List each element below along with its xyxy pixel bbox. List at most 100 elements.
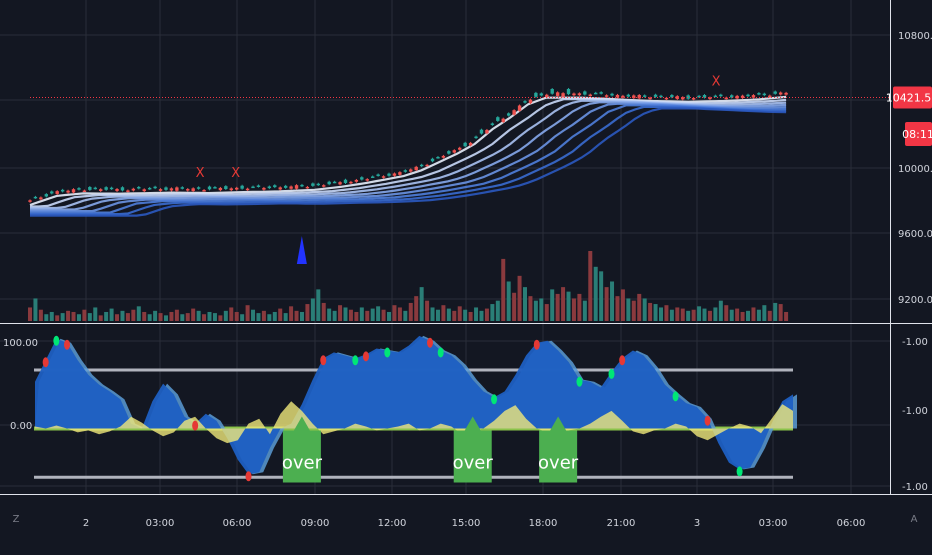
volume-bar: [599, 271, 604, 321]
sell-dot: [192, 420, 199, 431]
moving-average-ribbon: [29, 95, 787, 217]
over-label-shape: [539, 416, 578, 483]
volume-bar: [115, 314, 120, 321]
buy-dot: [736, 466, 743, 477]
sell-marker: X: [712, 75, 721, 90]
candle-body: [365, 179, 369, 181]
ma-line-6: [30, 104, 787, 214]
volume-bar: [767, 310, 772, 321]
time-tick-label: 06:00: [837, 518, 866, 529]
candle-body: [332, 181, 337, 184]
osc-tick-label: -1.00: [902, 406, 928, 417]
candle-body: [224, 186, 228, 189]
candle-body: [681, 97, 685, 100]
sell-dot: [533, 339, 540, 350]
volume-bar: [381, 309, 386, 321]
candle-body: [376, 174, 380, 176]
candle-body: [316, 183, 320, 186]
volume-bar: [212, 313, 217, 321]
zoom-reset-button[interactable]: Z: [12, 514, 20, 525]
candle-body: [164, 187, 168, 190]
candle-body: [218, 187, 223, 191]
candle-body: [126, 190, 130, 192]
candle-body: [66, 190, 70, 193]
candle-body: [196, 187, 201, 189]
candle-body: [474, 136, 478, 139]
candle-body: [39, 197, 43, 200]
candle-body: [561, 93, 565, 97]
candle-body: [327, 181, 331, 185]
volume-bar: [778, 304, 783, 321]
candle-body: [50, 191, 54, 194]
buy-dot: [576, 376, 583, 387]
volume-bar: [354, 311, 359, 321]
volume-bar: [272, 311, 277, 321]
volume-bar: [158, 313, 163, 321]
volume-bar: [359, 307, 364, 321]
candle-body: [191, 188, 195, 192]
candle-body: [555, 92, 560, 96]
candle-body: [33, 196, 38, 199]
volume-bar: [240, 314, 245, 321]
sell-dot: [245, 471, 252, 482]
candle-body: [381, 176, 386, 178]
candle-body: [294, 185, 299, 189]
buy-dot: [352, 355, 359, 366]
candle-body: [523, 101, 527, 103]
volume-bar: [387, 311, 392, 321]
volume-bar: [675, 307, 680, 321]
candle-body: [528, 99, 533, 104]
price-pane[interactable]: X X X: [28, 75, 890, 321]
candle-body: [349, 181, 353, 184]
volume-bar: [163, 315, 168, 321]
current-price-text: 10421.50: [886, 91, 932, 104]
volume-bar: [441, 305, 446, 321]
candle-body: [267, 186, 272, 189]
candle-body: [213, 187, 217, 189]
candle-body: [730, 95, 734, 98]
candle-body: [28, 200, 32, 202]
volume-bar: [762, 305, 767, 321]
candle-body: [463, 142, 467, 147]
candle-body: [403, 170, 408, 172]
candlestick-series: [28, 87, 788, 203]
oscillator-pane[interactable]: over over over: [34, 335, 797, 483]
volume-bar: [517, 275, 522, 321]
candle-body: [88, 187, 92, 190]
volume-bar: [348, 309, 353, 321]
candle-body: [158, 189, 163, 191]
time-axis[interactable]: 2 03:00 06:00 09:00 12:00 15:00 18:00 21:00 3 03:…: [83, 518, 866, 529]
candle-body: [436, 156, 440, 159]
candle-body: [534, 92, 538, 97]
oscillator-signal-dots: [42, 335, 743, 482]
volume-bar: [702, 308, 707, 321]
candle-body: [626, 94, 631, 97]
candle-body: [289, 186, 293, 189]
candle-body: [447, 151, 451, 154]
volume-bar: [93, 307, 98, 321]
over-labels: over over over: [282, 416, 579, 483]
candle-body: [740, 95, 745, 99]
candle-body: [506, 113, 511, 116]
volume-bar: [218, 315, 223, 321]
volume-bar: [174, 309, 179, 321]
oscillator-axis[interactable]: 100.00 0.00 -1.00 -1.00 -1.00: [3, 337, 928, 493]
candle-body: [262, 187, 266, 190]
candle-body: [702, 95, 707, 98]
buy-dot: [384, 347, 391, 358]
volume-bar: [680, 308, 685, 321]
candle-body: [354, 179, 359, 182]
candle-body: [245, 188, 250, 191]
time-tick-label: 12:00: [378, 518, 407, 529]
candle-body: [604, 95, 609, 97]
volume-bar: [474, 307, 479, 321]
volume-bar: [620, 289, 625, 321]
auto-scale-button[interactable]: A: [910, 514, 918, 525]
candle-body: [773, 91, 777, 94]
candle-body: [648, 97, 652, 100]
volume-bar: [669, 309, 674, 321]
candle-body: [278, 187, 282, 190]
candle-body: [419, 164, 424, 167]
